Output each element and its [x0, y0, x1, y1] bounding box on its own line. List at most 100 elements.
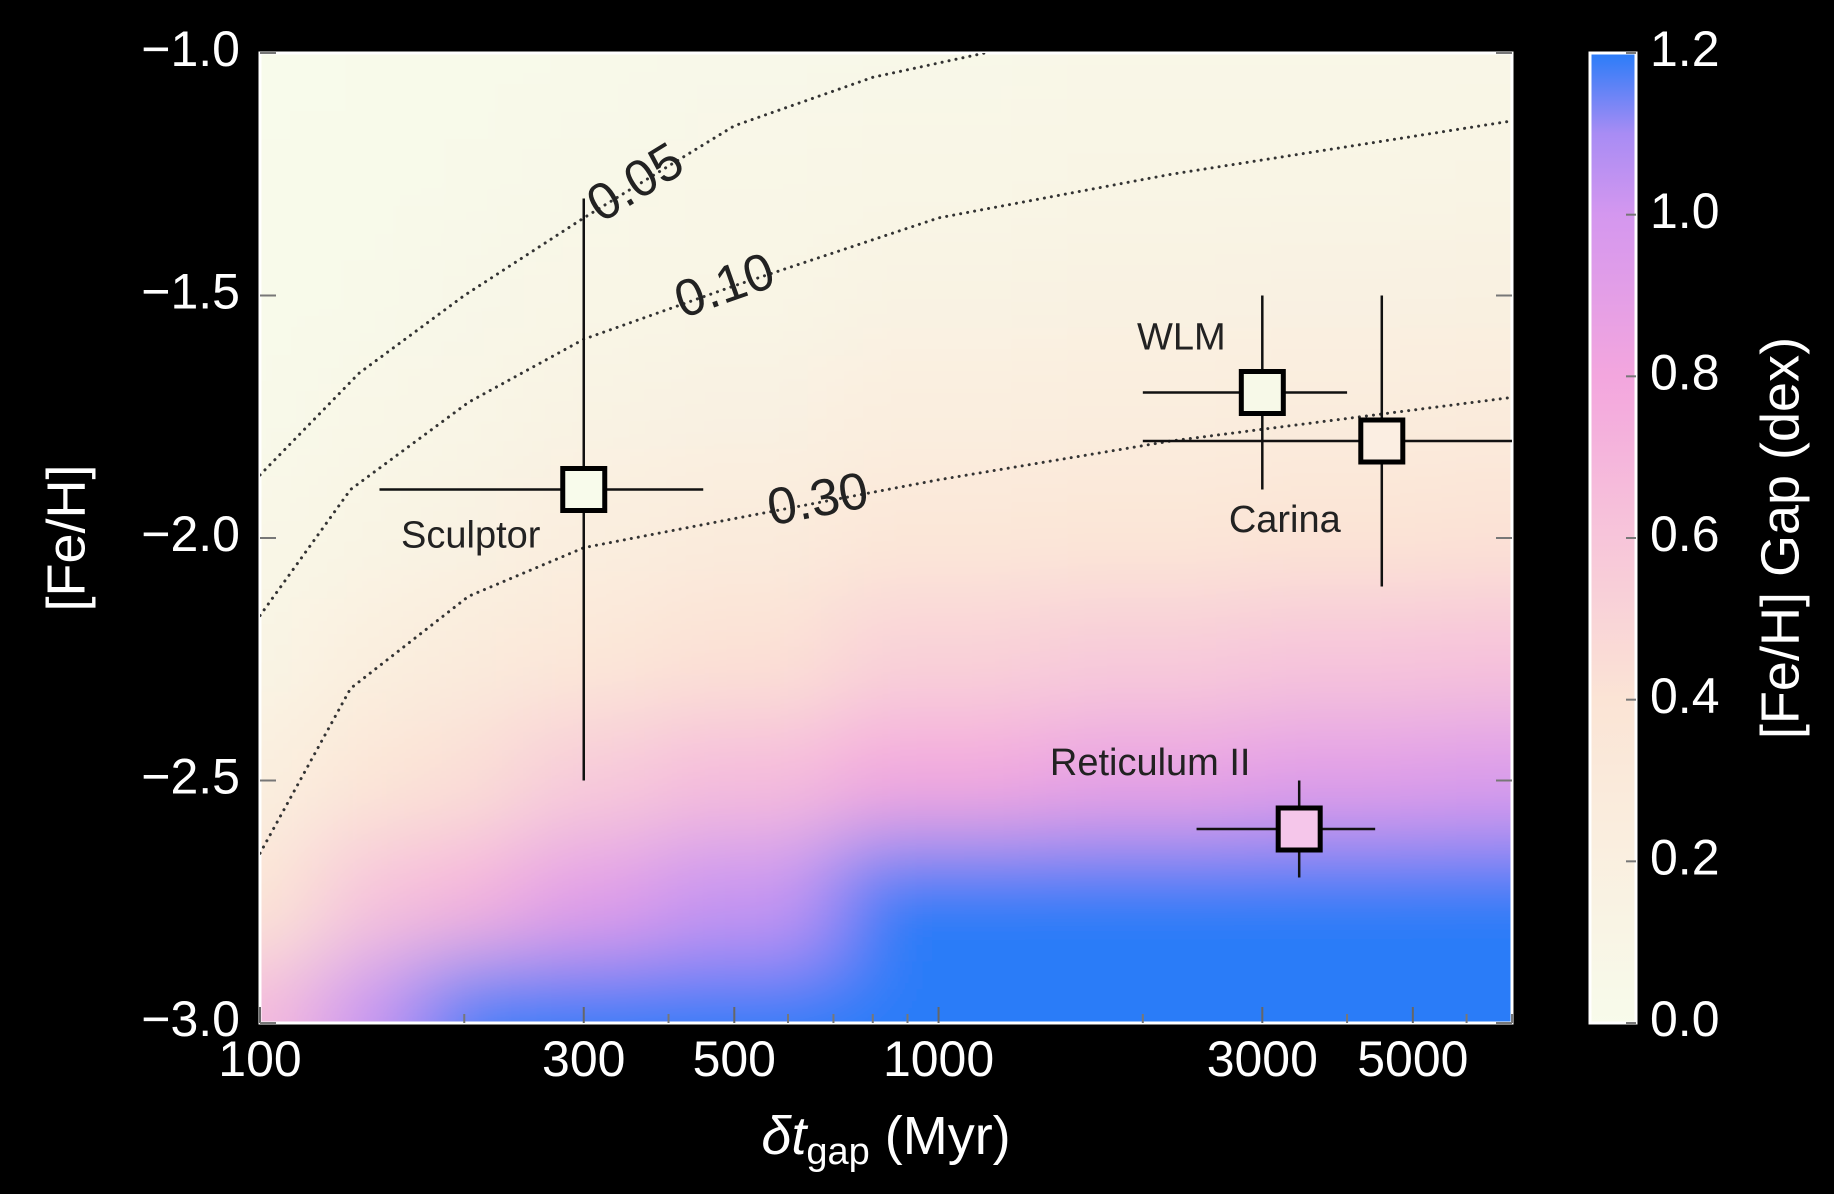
colorbar-tick-label: 0.0	[1650, 991, 1720, 1047]
plot-layer: 100 300 500 1000 3000 5000 −1.0 −1.5 −2.0 −2.5 −3.…	[141, 21, 1719, 1087]
heat-cell	[260, 53, 321, 115]
point-marker	[1238, 369, 1286, 416]
heat-cell	[523, 718, 661, 843]
heat-cell	[1039, 961, 1246, 1023]
heat-cell	[1428, 597, 1512, 721]
heat-cell	[523, 961, 661, 1023]
heat-cell	[318, 233, 423, 358]
x-tick-label: 300	[542, 1031, 625, 1087]
colorbar-tick-label: 0.8	[1650, 345, 1720, 401]
heat-cell	[420, 597, 526, 721]
colorbar-tick-label: 0.2	[1650, 830, 1720, 886]
y-tick-label: −1.5	[141, 264, 240, 320]
x-label-rest: (Myr)	[870, 1106, 1011, 1166]
x-tick-label: 3000	[1207, 1031, 1318, 1087]
x-tick-label: 5000	[1357, 1031, 1468, 1087]
heat-cell	[318, 961, 423, 1023]
colorbar-label: [Fe/H] Gap (dex)	[1750, 337, 1810, 739]
heat-cell	[1243, 840, 1431, 964]
heat-cell	[420, 961, 526, 1023]
heat-cell	[318, 718, 423, 843]
point-marker	[560, 466, 608, 513]
x-tick-label: 100	[218, 1031, 301, 1087]
heat-cell	[1039, 476, 1246, 600]
heat-cell	[835, 53, 1042, 115]
point-label: WLM	[1137, 317, 1226, 359]
heat-cell	[1039, 112, 1246, 236]
heat-cell	[1243, 233, 1431, 358]
x-axis-label: δtgap (Myr)	[761, 1106, 1010, 1173]
heat-cell	[420, 718, 526, 843]
colorbar-tick-label: 1.0	[1650, 183, 1720, 239]
heat-cell	[260, 112, 321, 236]
heat-cell	[1243, 476, 1431, 600]
heat-cell	[1428, 355, 1512, 479]
heat-cell	[1039, 53, 1246, 115]
heat-cell	[318, 597, 423, 721]
heat-cell	[658, 53, 838, 115]
heat-cell	[1428, 53, 1512, 115]
heat-cell	[260, 597, 321, 721]
heat-cell	[835, 840, 1042, 964]
heat-cell	[260, 961, 321, 1023]
contour-line	[260, 395, 1512, 855]
heat-cell	[1243, 718, 1431, 843]
heat-cell	[420, 233, 526, 358]
heat-cell	[835, 718, 1042, 843]
x-label-sub: gap	[806, 1131, 869, 1173]
heat-cell	[420, 476, 526, 600]
y-tick-label: −2.0	[141, 506, 240, 562]
point-label: Carina	[1229, 499, 1342, 541]
heatmap-cells	[260, 53, 1512, 1023]
heat-cell	[318, 112, 423, 236]
y-tick-label: −3.0	[141, 991, 240, 1047]
heat-cell	[658, 597, 838, 721]
heat-cell	[835, 233, 1042, 358]
heat-cell	[523, 597, 661, 721]
heat-cell	[658, 112, 838, 236]
contour-line	[260, 53, 987, 477]
heat-cell	[835, 112, 1042, 236]
heat-cell	[318, 476, 423, 600]
y-tick-label: −1.0	[141, 21, 240, 77]
x-tick-label: 500	[693, 1031, 776, 1087]
heat-cell	[835, 355, 1042, 479]
heat-cell	[420, 840, 526, 964]
heat-cell	[1243, 597, 1431, 721]
heat-cell	[523, 53, 661, 115]
heat-cell	[1039, 355, 1246, 479]
heat-cell	[1039, 597, 1246, 721]
point-label: Reticulum II	[1050, 742, 1251, 784]
heat-cell	[1243, 961, 1431, 1023]
colorbar-tick-label: 1.2	[1650, 21, 1720, 77]
colorbar-tick-label: 0.4	[1650, 668, 1720, 724]
heat-cell	[420, 355, 526, 479]
heat-cell	[523, 840, 661, 964]
heat-cell	[1039, 718, 1246, 843]
heat-cell	[658, 840, 838, 964]
heat-cell	[1039, 233, 1246, 358]
heat-cell	[658, 718, 838, 843]
heat-cell	[318, 840, 423, 964]
heat-cell	[1428, 961, 1512, 1023]
heat-cell	[523, 233, 661, 358]
heat-cell	[523, 112, 661, 236]
x-label-main: δt	[761, 1106, 808, 1166]
heat-cell	[1243, 112, 1431, 236]
heat-cell	[260, 840, 321, 964]
heat-cell	[835, 476, 1042, 600]
heat-cell	[523, 355, 661, 479]
heat-cell	[1428, 112, 1512, 236]
heat-cell	[260, 355, 321, 479]
heat-cell	[658, 476, 838, 600]
heat-cell	[1039, 840, 1246, 964]
heat-cell	[1243, 53, 1431, 115]
point-marker	[1275, 805, 1323, 853]
heat-cell	[318, 355, 423, 479]
y-axis-label: [Fe/H]	[36, 464, 96, 611]
heat-cell	[658, 355, 838, 479]
heat-cell	[420, 112, 526, 236]
heat-cell	[1428, 840, 1512, 964]
heat-cell	[658, 233, 838, 358]
point-marker	[1358, 417, 1406, 465]
